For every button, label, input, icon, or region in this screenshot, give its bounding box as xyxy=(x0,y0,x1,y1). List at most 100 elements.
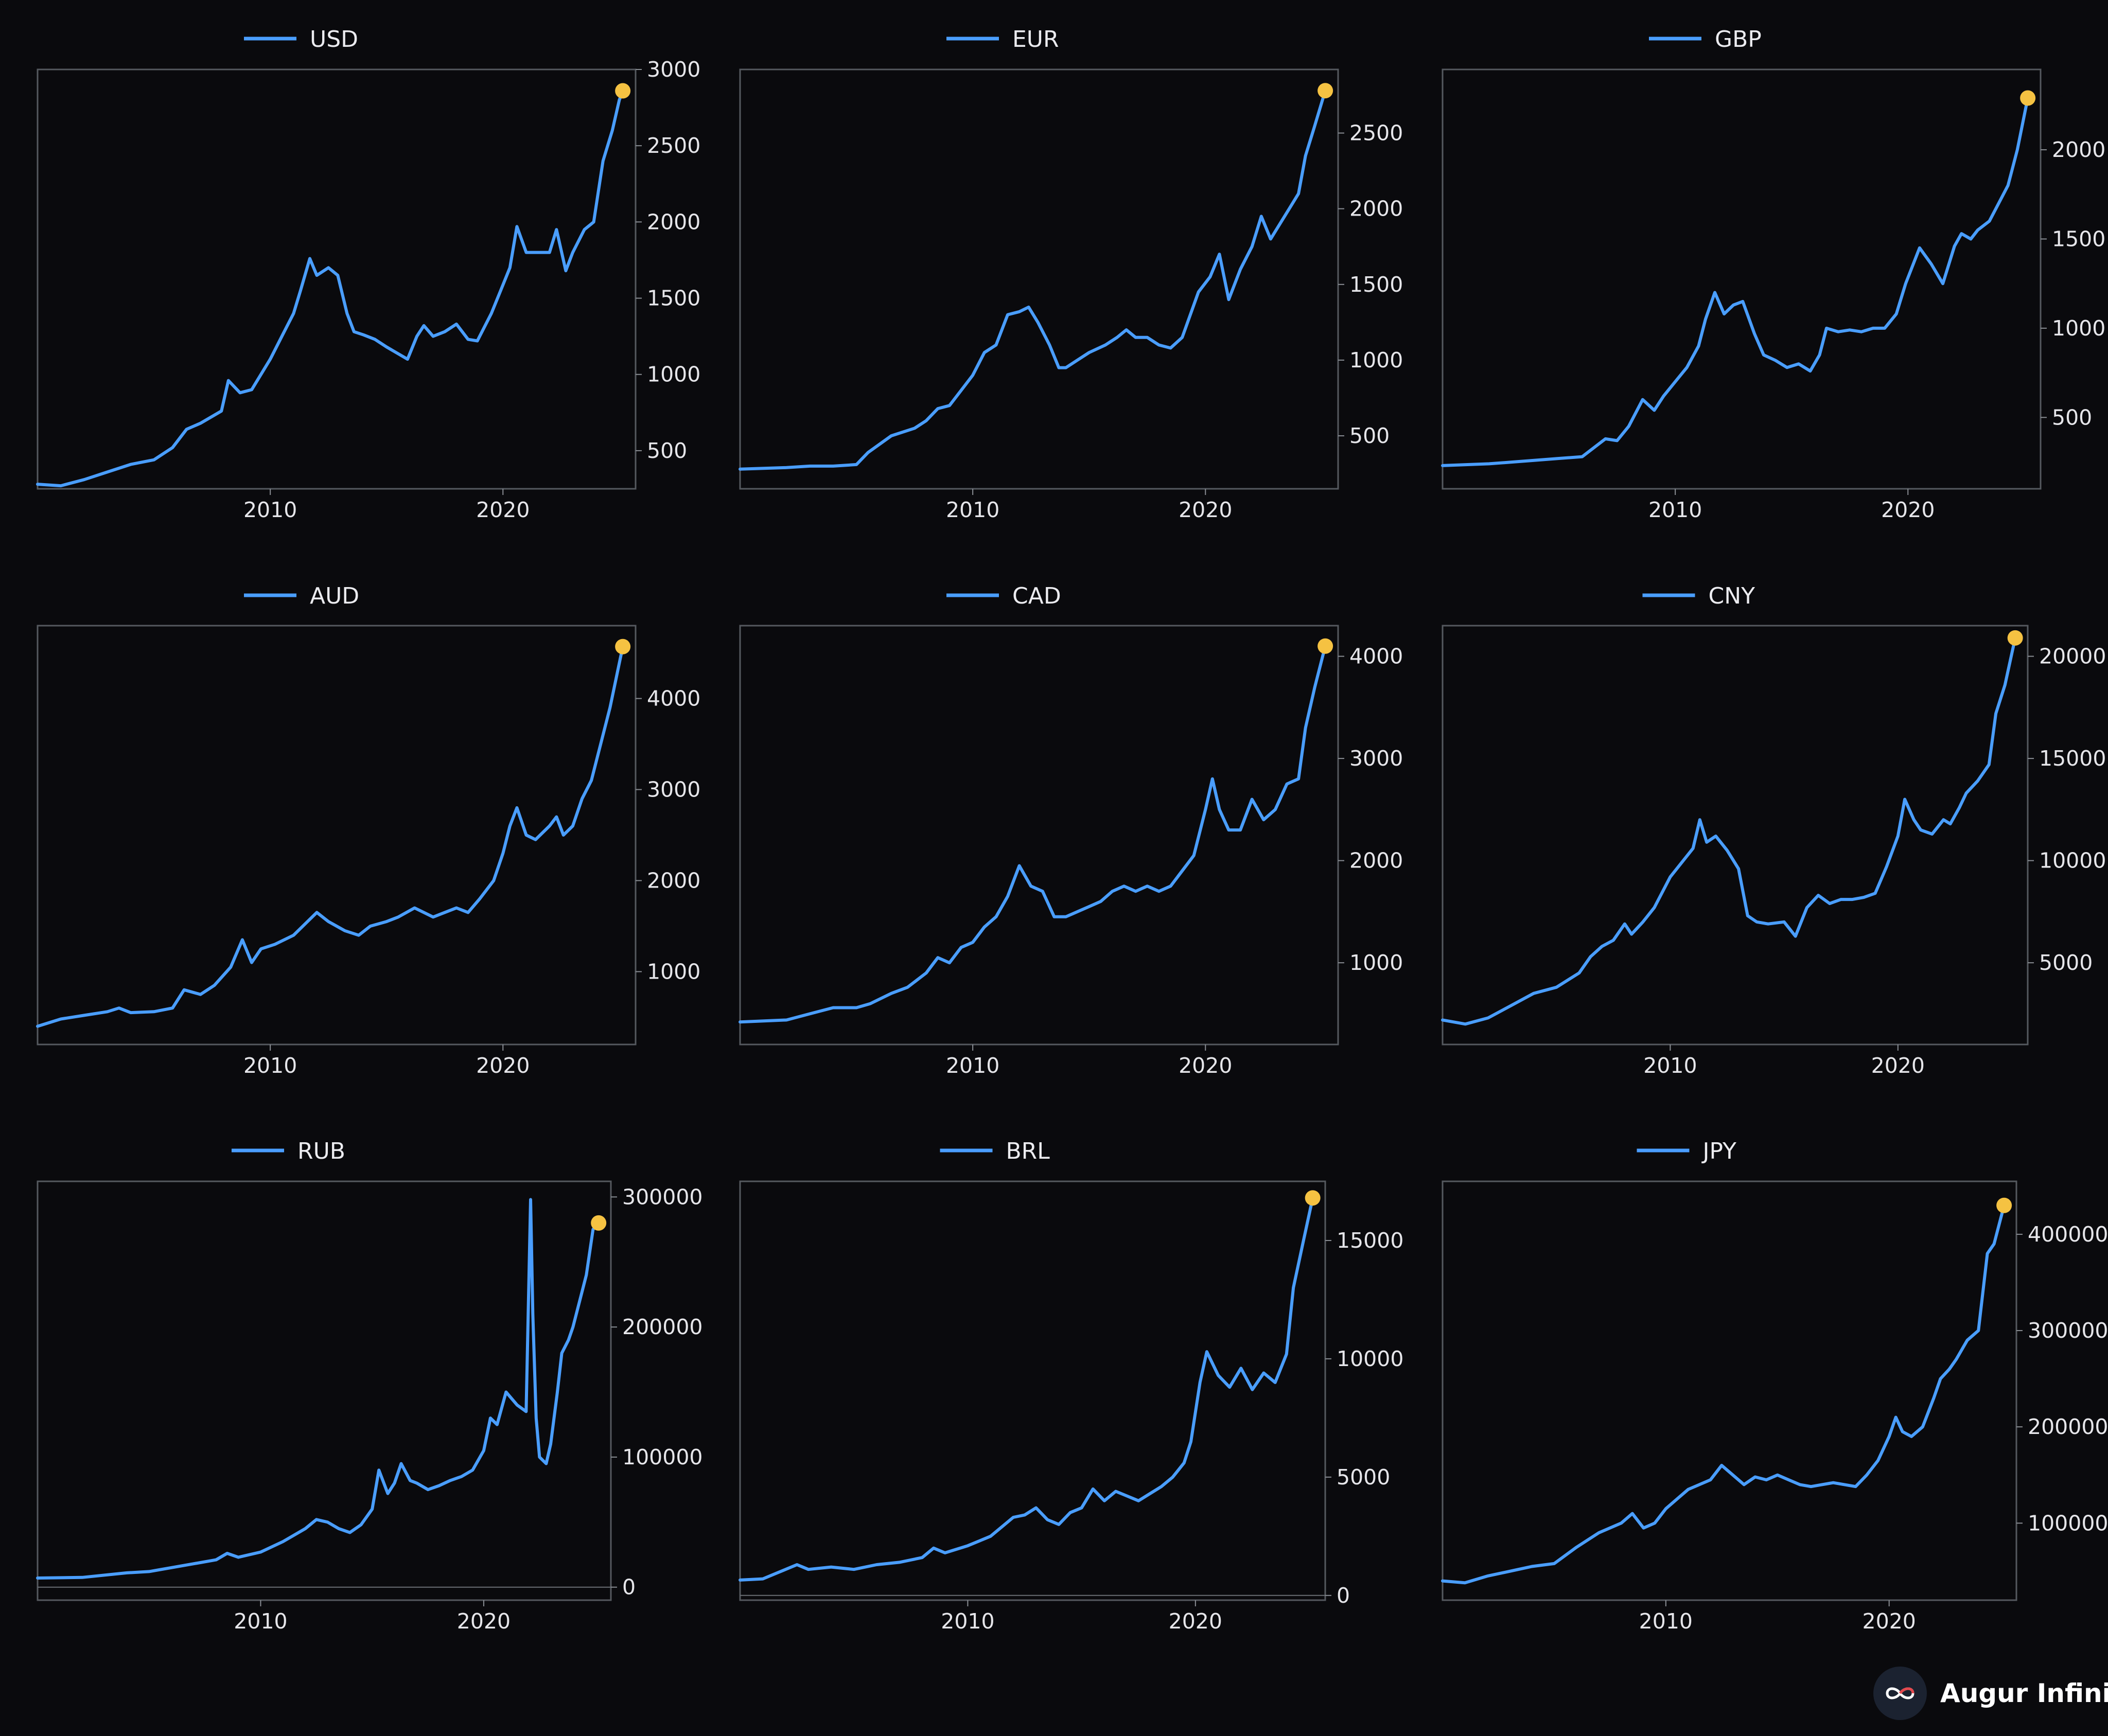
y-tick-label: 1500 xyxy=(1349,272,1403,297)
chart-panel-cad: CAD 1000 2000 3000 4000 2010 2020 xyxy=(739,583,1403,1078)
y-tick-label: 3000 xyxy=(1349,746,1403,771)
legend-label: CAD xyxy=(1012,583,1061,609)
x-tick-label: 2020 xyxy=(1863,1609,1916,1634)
x-tick-label: 2020 xyxy=(476,1053,530,1078)
x-tick-label: 2010 xyxy=(1648,498,1702,522)
legend-label: USD xyxy=(310,26,358,52)
x-tick-label: 2020 xyxy=(1179,1053,1232,1078)
y-tick-label: 2500 xyxy=(647,133,700,158)
legend-label: BRL xyxy=(1006,1138,1050,1164)
legend: USD xyxy=(244,26,358,52)
y-tick-label: 1000 xyxy=(647,362,700,387)
series-line-cny xyxy=(1441,636,2017,1026)
y-tick-label: 2000 xyxy=(1349,848,1403,873)
y-tick-label: 2000 xyxy=(2052,137,2105,162)
y-tick-label: 200000 xyxy=(2028,1414,2108,1439)
last-point-marker xyxy=(1996,1197,2012,1213)
legend: CNY xyxy=(1642,583,1755,609)
y-tick-label: 1000 xyxy=(2052,316,2105,341)
y-tick-label: 1500 xyxy=(647,286,700,311)
series-line-brl xyxy=(739,1196,1314,1582)
legend-label: EUR xyxy=(1012,26,1059,52)
y-tick-label: 1000 xyxy=(647,959,700,984)
last-point-marker xyxy=(615,83,631,99)
legend-label: AUD xyxy=(310,583,359,609)
y-tick-label: 15000 xyxy=(1337,1228,1403,1253)
series-line-gbp xyxy=(1441,96,2030,467)
y-tick-label: 5000 xyxy=(2039,950,2093,975)
y-tick-label: 4000 xyxy=(1349,644,1403,669)
y-tick-label: 100000 xyxy=(622,1445,703,1469)
legend: JPY xyxy=(1637,1138,1737,1164)
legend: CAD xyxy=(946,583,1061,609)
legend: AUD xyxy=(244,583,359,609)
y-tick-label: 500 xyxy=(1349,423,1390,448)
series-line-eur xyxy=(739,89,1327,471)
x-tick-label: 2010 xyxy=(941,1609,994,1634)
x-tick-label: 2010 xyxy=(243,498,297,522)
last-point-marker xyxy=(1305,1190,1321,1206)
y-tick-label: 500 xyxy=(2052,405,2092,430)
legend: RUB xyxy=(232,1138,345,1164)
legend-label: CNY xyxy=(1709,583,1755,609)
legend: BRL xyxy=(940,1138,1050,1164)
y-tick-label: 2500 xyxy=(1349,121,1403,146)
chart-panel-cny: CNY 5000 10000 15000 20000 2010 2020 xyxy=(1441,583,2106,1078)
plot-frame xyxy=(1442,625,2029,1046)
last-point-marker xyxy=(615,639,631,654)
legend-label: JPY xyxy=(1701,1138,1737,1164)
y-tick-label: 10000 xyxy=(2039,848,2106,873)
last-point-marker xyxy=(1318,83,1333,99)
y-tick-label: 2000 xyxy=(647,209,700,234)
y-tick-label: 15000 xyxy=(2039,746,2106,771)
chart-panel-usd: USD 500 1000 1500 2000 2500 3000 2010 2020 xyxy=(36,26,700,522)
y-tick-label: 200000 xyxy=(622,1315,703,1339)
chart-panel-aud: AUD 1000 2000 3000 4000 2010 2020 xyxy=(36,583,700,1078)
infinity-logo-icon xyxy=(1873,1667,1927,1720)
legend: EUR xyxy=(946,26,1059,52)
y-tick-label: 1000 xyxy=(1349,348,1403,373)
series-line-jpy xyxy=(1441,1203,2006,1585)
x-tick-label: 2020 xyxy=(457,1609,511,1634)
plot-frame xyxy=(37,1180,612,1601)
last-point-marker xyxy=(591,1215,607,1231)
chart-panel-eur: EUR 500 1000 1500 2000 2500 2010 2020 xyxy=(739,26,1403,522)
y-tick-label: 20000 xyxy=(2039,644,2106,669)
x-tick-label: 2020 xyxy=(476,498,530,522)
series-line-usd xyxy=(36,89,625,488)
legend-label: GBP xyxy=(1715,26,1762,52)
y-tick-label: 3000 xyxy=(647,777,700,802)
x-tick-label: 2020 xyxy=(1881,498,1935,522)
plot-frame xyxy=(37,625,637,1046)
y-tick-label: 0 xyxy=(1337,1583,1350,1608)
last-point-marker xyxy=(2020,90,2036,106)
y-tick-label: 300000 xyxy=(622,1184,703,1209)
y-tick-label: 3000 xyxy=(647,57,700,82)
x-tick-label: 2010 xyxy=(1639,1609,1693,1634)
last-point-marker xyxy=(1318,638,1333,654)
plot-frame xyxy=(37,68,637,490)
legend: GBP xyxy=(1649,26,1762,52)
brand-watermark: Augur Infinity xyxy=(1873,1665,2108,1722)
plot-frame xyxy=(739,625,1339,1046)
y-tick-label: 400000 xyxy=(2028,1222,2108,1247)
y-tick-label: 2000 xyxy=(647,868,700,893)
plot-frame xyxy=(1442,1180,2017,1601)
y-tick-label: 1000 xyxy=(1349,950,1403,975)
series-line-rub xyxy=(36,1198,601,1580)
legend-label: RUB xyxy=(297,1138,345,1164)
y-tick-label: 0 xyxy=(622,1575,636,1600)
x-tick-label: 2010 xyxy=(946,498,999,522)
y-tick-label: 2000 xyxy=(1349,197,1403,221)
x-tick-label: 2010 xyxy=(243,1053,297,1078)
y-tick-label: 500 xyxy=(647,438,687,463)
x-tick-label: 2010 xyxy=(234,1609,287,1634)
series-line-cad xyxy=(739,644,1327,1024)
chart-panel-gbp: GBP 500 1000 1500 2000 2010 2020 xyxy=(1441,26,2105,522)
plot-frame xyxy=(739,1180,1326,1601)
y-tick-label: 10000 xyxy=(1337,1347,1403,1371)
x-tick-label: 2020 xyxy=(1179,498,1232,522)
y-tick-label: 5000 xyxy=(1337,1465,1390,1490)
x-tick-label: 2020 xyxy=(1169,1609,1222,1634)
x-tick-label: 2020 xyxy=(1871,1053,1925,1078)
